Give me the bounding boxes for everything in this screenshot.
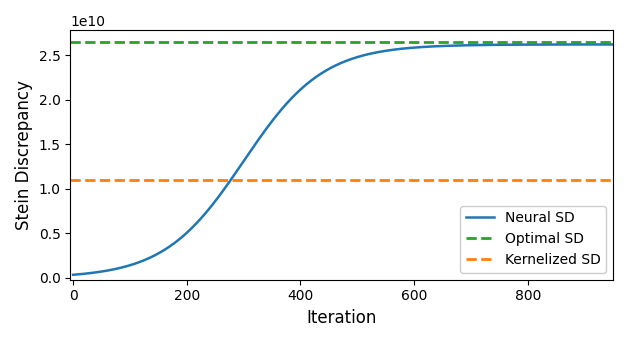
Y-axis label: Stein Discrepancy: Stein Discrepancy <box>15 80 33 230</box>
Optimal SD <box>70 40 77 44</box>
Neural SD <box>609 42 617 47</box>
X-axis label: Iteration: Iteration <box>306 309 377 327</box>
Kernelized SD <box>70 178 77 182</box>
Neural SD <box>124 264 132 268</box>
Legend: Neural SD, Optimal SD, Kernelized SD: Neural SD, Optimal SD, Kernelized SD <box>460 206 606 273</box>
Neural SD <box>500 43 507 47</box>
Line: Neural SD: Neural SD <box>73 44 613 275</box>
Optimal SD <box>69 40 77 44</box>
Neural SD <box>490 43 498 47</box>
Neural SD <box>440 44 448 48</box>
Neural SD <box>69 273 77 277</box>
Kernelized SD <box>69 178 77 182</box>
Neural SD <box>288 96 295 101</box>
Neural SD <box>307 79 315 83</box>
